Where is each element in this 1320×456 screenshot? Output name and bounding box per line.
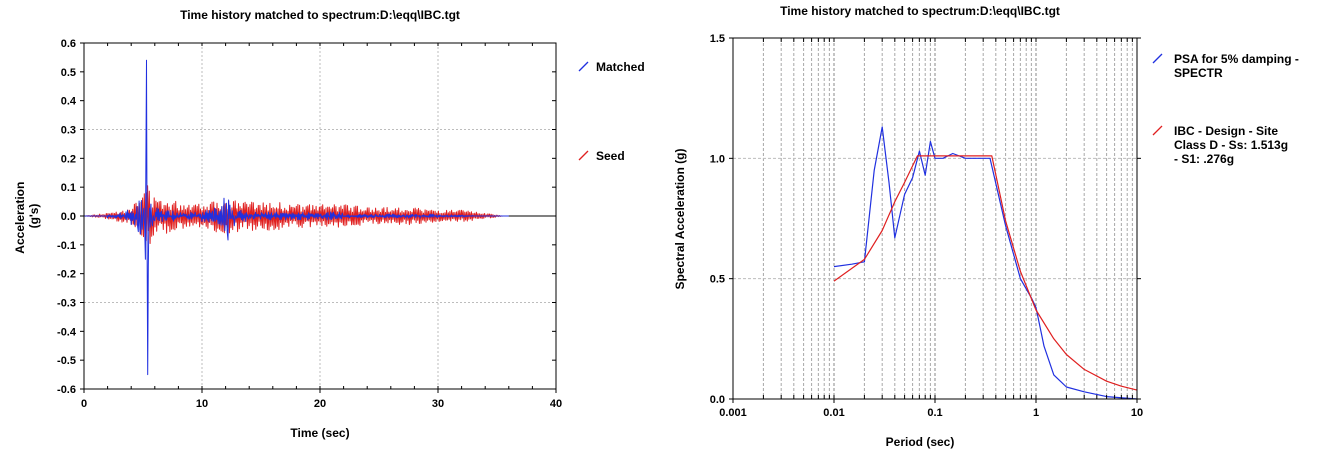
time-history-x-axis-label: Time (sec) (290, 426, 349, 440)
time-history-y-axis-label-line-2: (g's) (27, 204, 41, 229)
legend-label-line: - S1: .276g (1174, 152, 1234, 166)
y-tick-label: 0.4 (61, 96, 77, 108)
legend-label-line: IBC - Design - Site (1174, 124, 1278, 138)
y-tick-label: 0.6 (61, 38, 76, 50)
legend-label-matched: Matched (596, 60, 645, 74)
response-spectrum-y-axis-label: Spectral Acceleration (g) (673, 149, 687, 290)
y-tick-label: 1.5 (710, 33, 725, 45)
response-spectrum-title: Time history matched to spectrum:D:\eqq\… (780, 4, 1060, 18)
response-spectrum-chart: Time history matched to spectrum:D:\eqq\… (673, 4, 1299, 449)
legend-swatch-psa (1152, 53, 1163, 64)
x-tick-label: 0.001 (719, 407, 747, 419)
series-line-matched (84, 59, 509, 376)
y-tick-label: -0.1 (57, 240, 76, 252)
x-tick-label: 30 (432, 398, 444, 410)
x-tick-label: 10 (196, 398, 208, 410)
x-tick-label: 0 (81, 398, 87, 410)
legend-swatch-ibc (1152, 125, 1163, 136)
response-spectrum-gridlines (733, 38, 1137, 399)
series-line-psa (833, 126, 1138, 400)
legend-label-line: Class D - Ss: 1.513g (1174, 138, 1288, 152)
legend-label-psa: PSA for 5% damping -SPECTR (1174, 52, 1299, 80)
y-tick-label: 0.5 (61, 67, 76, 79)
legend-swatch-matched (578, 61, 589, 72)
y-tick-label: -0.3 (57, 298, 76, 310)
response-spectrum-ticks: 0.001 0.01 0.1 1 10 0.0 0.5 1.0 1.5 (710, 33, 1143, 419)
time-history-series (83, 59, 509, 376)
legend-label-ibc: IBC - Design - Site Class D - Ss: 1.513g -… (1174, 124, 1288, 166)
y-tick-label: -0.4 (57, 326, 77, 338)
time-history-y-axis-label-line-1: Acceleration (13, 182, 27, 254)
y-tick-label: 0.3 (61, 125, 76, 137)
y-tick-label: -0.6 (57, 384, 76, 396)
y-tick-label: 0.0 (710, 394, 725, 406)
series-line-ibc (833, 155, 1138, 391)
legend-label-line: SPECTR (1174, 66, 1223, 80)
legend-swatch-seed (578, 150, 589, 161)
y-tick-label: 0.2 (61, 153, 76, 165)
x-tick-label: 20 (314, 398, 326, 410)
response-spectrum-legend: PSA for 5% damping -SPECTR IBC - Design … (1152, 52, 1299, 166)
legend-label-seed: Seed (596, 149, 625, 163)
time-history-title: Time history matched to spectrum:D:\eqq\… (180, 8, 460, 22)
time-history-legend: Matched Seed (578, 60, 645, 163)
time-history-chart: Time history matched to spectrum:D:\eqq\… (13, 8, 645, 440)
time-history-ticks: 0 10 20 30 40 -0.6 -0.5 -0.4 -0.3 -0.2 -0.1 0.0 0.1 0… (57, 38, 562, 410)
time-history-y-axis-label: Acceleration (g's) (13, 178, 41, 253)
y-tick-label: 0.5 (710, 274, 725, 286)
x-tick-label: 0.1 (927, 407, 942, 419)
y-tick-label: 0.1 (61, 182, 76, 194)
legend-label-line: PSA for 5% damping - (1174, 52, 1299, 66)
x-tick-label: 1 (1033, 407, 1039, 419)
y-tick-label: -0.5 (57, 355, 76, 367)
x-tick-label: 10 (1131, 407, 1143, 419)
x-tick-label: 40 (550, 398, 562, 410)
y-tick-label: 0.0 (61, 211, 76, 223)
y-tick-label: 1.0 (710, 153, 725, 165)
x-tick-label: 0.01 (823, 407, 844, 419)
y-tick-label: -0.2 (57, 269, 76, 281)
response-spectrum-series (833, 126, 1138, 400)
response-spectrum-x-axis-label: Period (sec) (886, 435, 955, 449)
